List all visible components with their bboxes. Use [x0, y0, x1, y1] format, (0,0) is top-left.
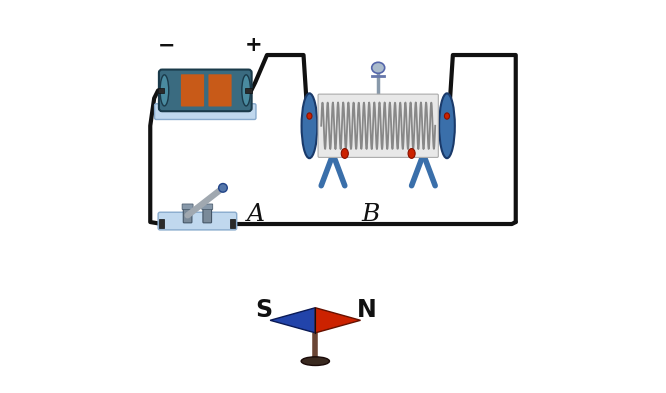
Bar	[158, 88, 165, 93]
Ellipse shape	[444, 113, 450, 119]
Polygon shape	[315, 308, 360, 333]
FancyBboxPatch shape	[159, 70, 252, 111]
Bar	[230, 219, 235, 228]
Text: A: A	[247, 203, 265, 226]
FancyBboxPatch shape	[202, 204, 212, 209]
Ellipse shape	[242, 75, 250, 106]
Ellipse shape	[302, 93, 317, 158]
Ellipse shape	[218, 184, 227, 192]
Ellipse shape	[307, 113, 312, 119]
Text: +: +	[245, 35, 262, 55]
Text: N: N	[356, 298, 376, 323]
Ellipse shape	[160, 75, 168, 106]
FancyBboxPatch shape	[208, 74, 232, 107]
FancyBboxPatch shape	[182, 204, 193, 209]
Ellipse shape	[439, 93, 455, 158]
Ellipse shape	[372, 62, 385, 73]
Text: S: S	[256, 298, 273, 323]
Ellipse shape	[301, 357, 330, 365]
Ellipse shape	[341, 149, 348, 158]
FancyBboxPatch shape	[318, 94, 438, 157]
Ellipse shape	[408, 149, 415, 158]
Bar	[159, 219, 165, 228]
FancyBboxPatch shape	[181, 74, 204, 107]
Polygon shape	[270, 308, 315, 333]
FancyBboxPatch shape	[158, 212, 236, 230]
FancyBboxPatch shape	[155, 104, 256, 119]
FancyBboxPatch shape	[203, 206, 212, 223]
Bar	[245, 88, 252, 93]
Text: B: B	[361, 203, 380, 226]
Text: −: −	[158, 35, 176, 55]
FancyBboxPatch shape	[183, 206, 192, 223]
